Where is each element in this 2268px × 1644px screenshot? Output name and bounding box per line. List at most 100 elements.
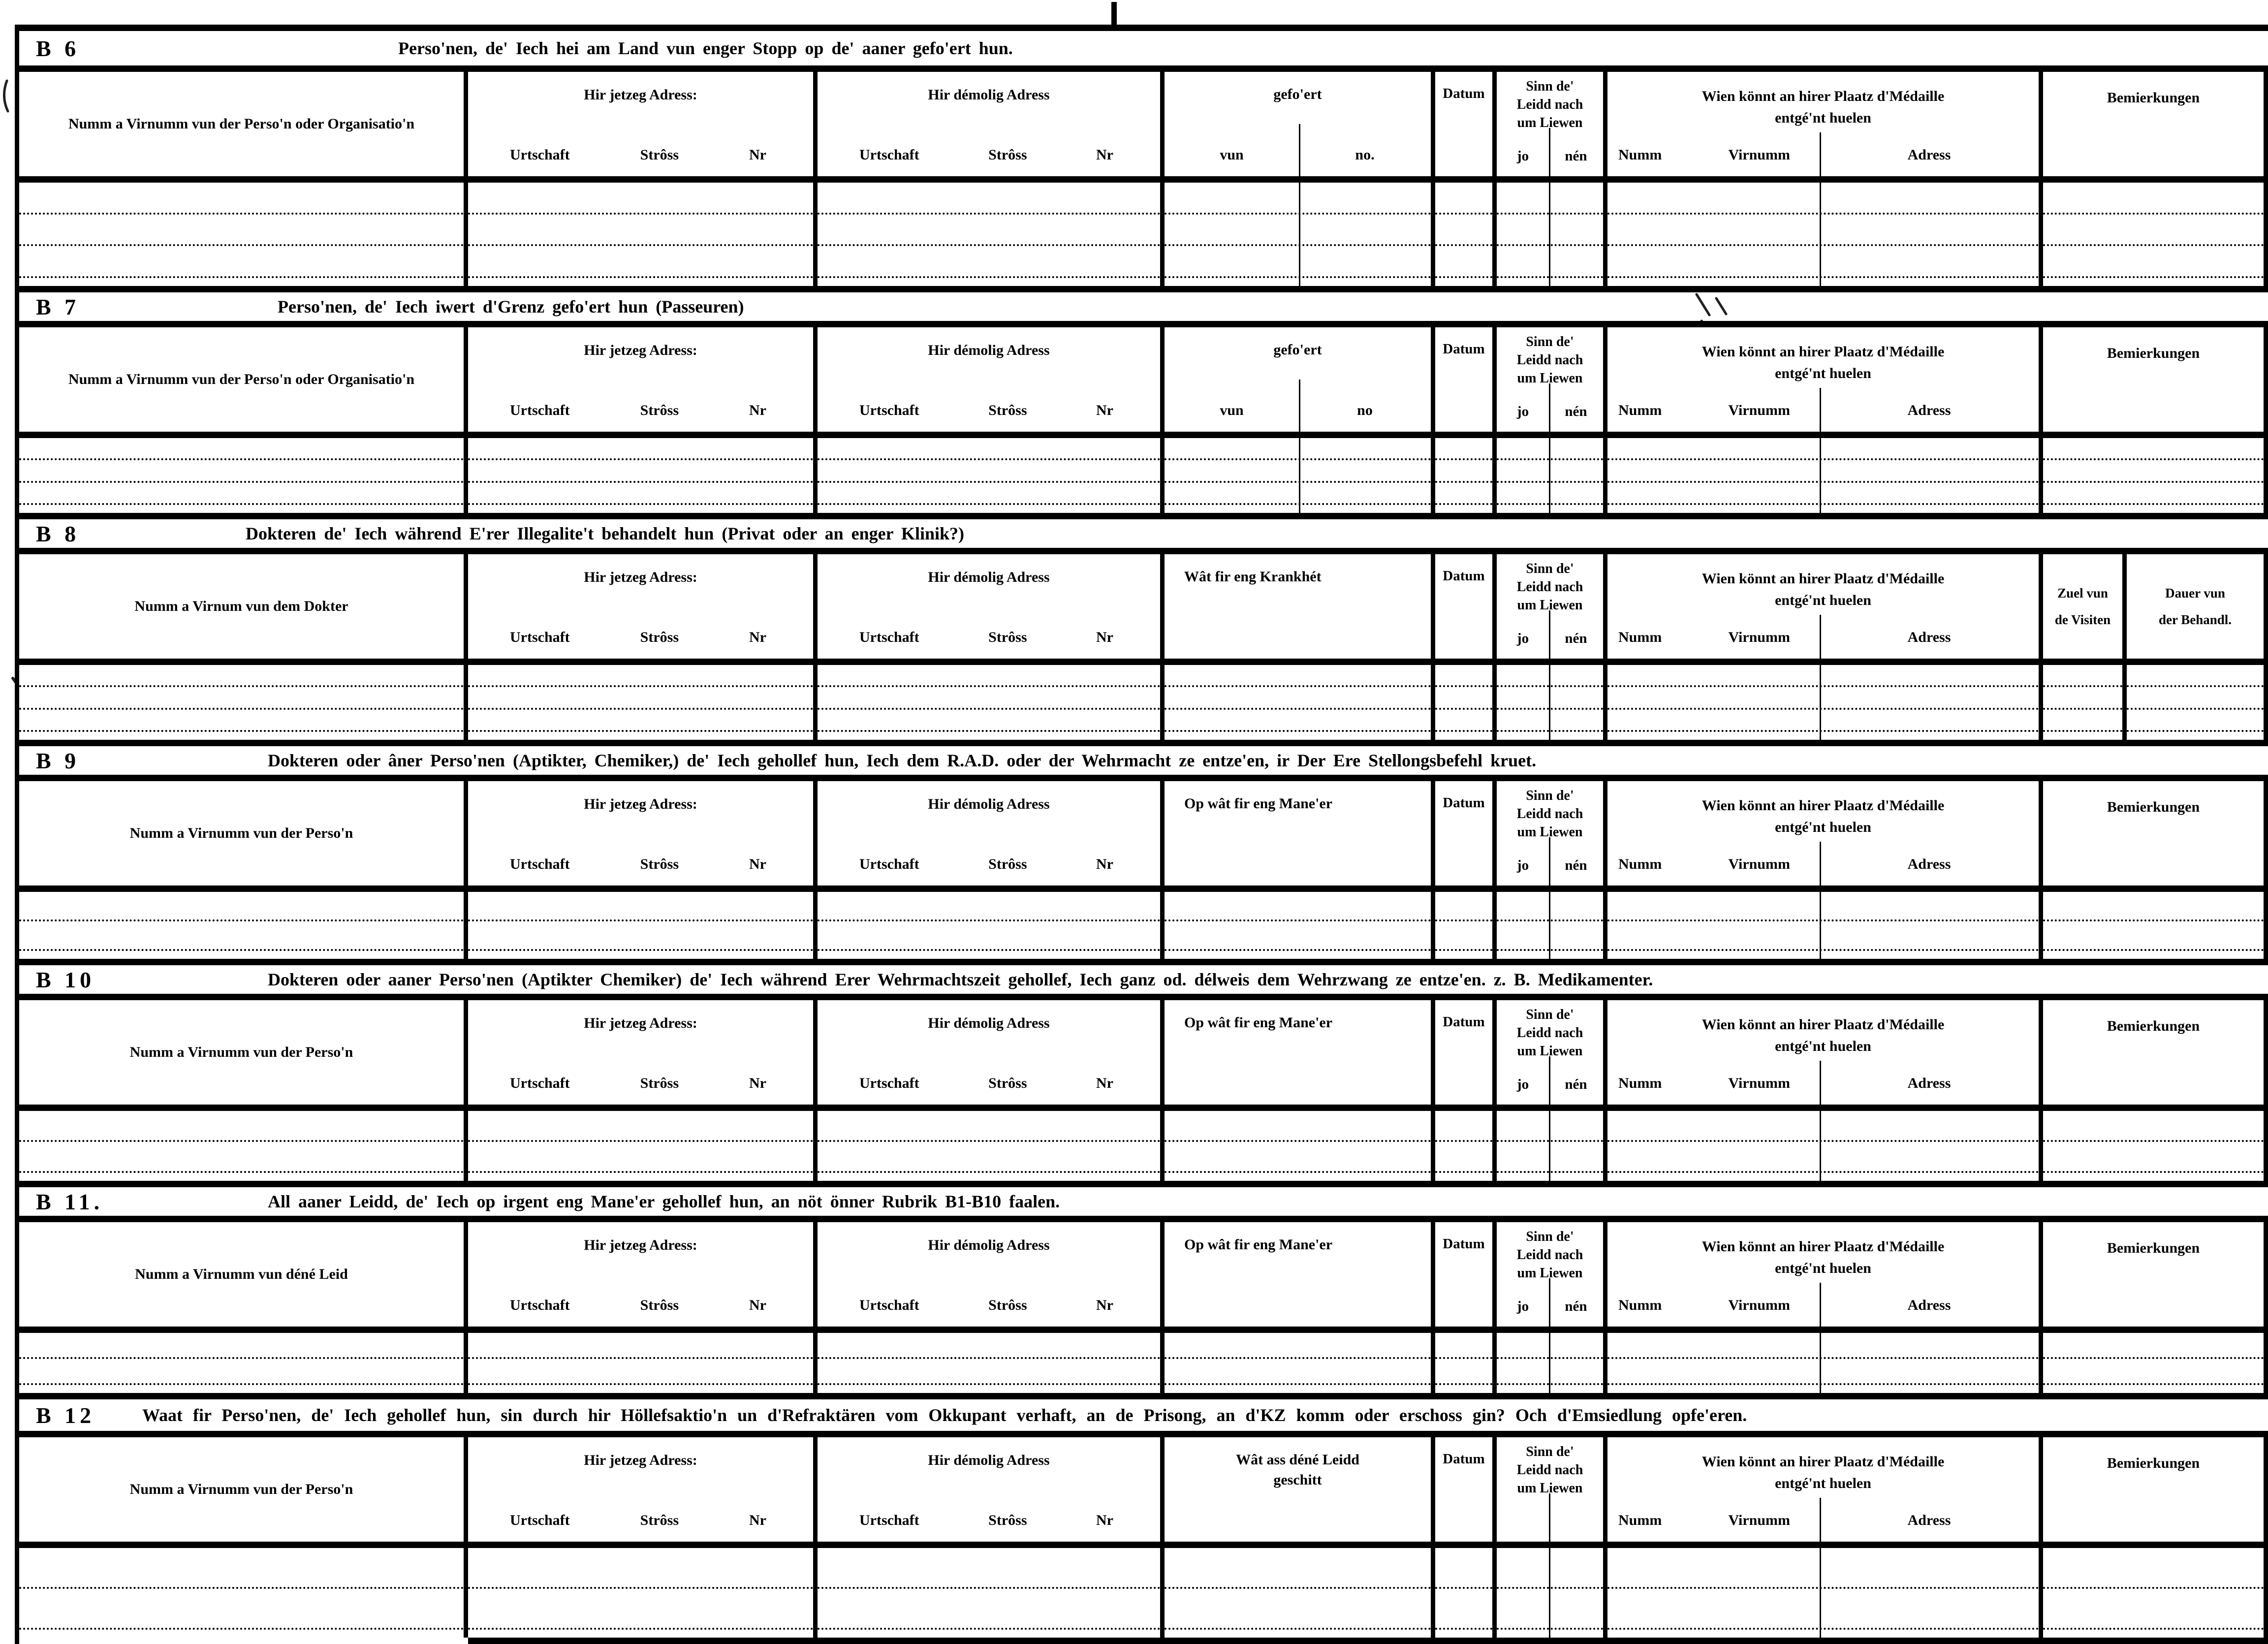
alive-label-line: um Liewen [1517,370,1583,386]
former-address-column-header: Hir démolig Adress Urtschaft Strôss Nr [818,781,1165,885]
medal-recipient-column-header: Wien könnt an hirer Plaatz d'Médaille en… [1607,1222,2043,1327]
entry-line [1435,460,1492,483]
detail-column-label: gefo'ert [1165,72,1431,105]
current-address-column-header: Hir jetzeg Adress: Urtschaft Strôss Nr [468,554,818,659]
stross-label: Strôss [640,402,679,418]
detail-column-header: Op wât fir eng Mane'er [1165,1000,1435,1105]
stross-label: Strôss [988,1297,1027,1313]
name-column-header: Numm a Virnumm vun der Perso'n [19,1000,468,1105]
visit-count-column-header: Zuel vun de Visiten [2043,554,2127,659]
adress-label: Adress [1907,147,1951,163]
entry-line [1435,710,1492,732]
jo-nen-divider [1549,1333,1550,1393]
entry-line [1607,665,2039,688]
heavy-rule [19,659,2268,665]
heavy-rule [19,1542,2268,1548]
entry-line [2043,710,2122,732]
former-address-label: Hir démolig Adress [928,1237,1050,1253]
entry-rows [19,1333,2268,1393]
entry-line [19,246,464,279]
medal-label-line: entgé'nt huelen [1775,1260,1871,1276]
section-title: Dokteren oder aaner Perso'nen (Aptikter … [268,970,1653,989]
alive-question-label: Sinn de' Leidd nach um Liewen [1497,1437,1603,1498]
entry-line [2043,665,2122,688]
heavy-rule [19,885,2268,892]
address-sublabels: Urtschaft Strôss Nr [818,629,1160,646]
section-title: Perso'nen, de' Iech iwert d'Grenz gefo'e… [278,297,744,316]
jo-nen-divider [1549,1548,1550,1638]
entry-cell-remarks [2043,1548,2264,1638]
address-sublabels: Urtschaft Strôss Nr [818,147,1160,163]
form-section: B 8 Dokteren de' Iech während E'rer Ille… [19,513,2268,740]
entry-cell-remarks [2043,438,2264,513]
medal-label-line: entgé'nt huelen [1775,109,1871,126]
jo-label: jo [1516,857,1529,873]
jo-nen-divider [1549,1278,1550,1327]
entry-cell-date [1435,665,1497,740]
jo-nen-sublabels: jo nén [1497,404,1603,420]
nr-label: Nr [749,629,766,645]
entry-cell-current-address [468,1548,818,1638]
urtschaft-label: Urtschaft [510,1297,570,1313]
medal-recipient-label: Wien könnt an hirer Plaatz d'Médaille en… [1607,781,2039,838]
entry-cell-remarks [2043,892,2264,959]
entry-cell-alive [1497,1111,1607,1181]
medal-label-line: entgé'nt huelen [1775,1475,1871,1491]
former-address-label: Hir démolig Adress [928,796,1050,812]
table-header-row: Numm a Virnumm vun der Perso'n Hir jetze… [19,1437,2268,1542]
form-section: B 6 Perso'nen, de' Iech hei am Land vun … [19,25,2268,286]
entry-line [1607,1589,2039,1630]
entry-cell-date [1435,892,1497,959]
entry-line [1165,183,1431,215]
address-sublabels: Urtschaft Strôss Nr [468,147,813,163]
entry-line [19,1548,464,1589]
numm-virnumm-group: Numm Virnumm [1607,1297,1820,1314]
table-header-row: Numm a Virnum vun dem Dokter Hir jetzeg … [19,554,2268,659]
numm-label: Numm [1618,402,1662,418]
sections-container: B 6 Perso'nen, de' Iech hei am Land vun … [19,25,2268,1638]
section-code: B 6 [36,35,80,61]
adress-label: Adress [1907,1297,1951,1313]
entry-line [818,665,1160,688]
entry-rows [19,183,2268,286]
virnumm-adress-divider [1820,1497,1821,1542]
heavy-rule [19,1216,2268,1222]
entry-line [1607,921,2039,951]
entry-cell-current-address [468,892,818,959]
entry-line [19,483,464,505]
alive-label-line: Sinn de' [1526,79,1574,94]
entry-line [1165,1548,1431,1589]
urtschaft-label: Urtschaft [510,147,570,163]
entry-cell-remarks [2043,183,2264,286]
numm-label: Numm [1618,147,1662,163]
alive-question-label: Sinn de' Leidd nach um Liewen [1497,781,1603,842]
datum-label: Datum [1443,341,1485,357]
remarks-column-header: Bemierkungen [2043,1000,2264,1105]
entry-line [2127,710,2264,732]
name-column-label: Numm a Virnumm vun der Perso'n oder Orga… [68,371,415,387]
detail-label-line: Op wât fir eng Mane'er [1184,1236,1333,1253]
name-column-label: Numm a Virnumm vun der Perso'n [129,1044,353,1060]
former-address-column-header: Hir démolig Adress Urtschaft Strôss Nr [818,327,1165,432]
page-fold-mark [1111,2,1117,25]
name-column-header: Numm a Virnum vun dem Dokter [19,554,468,659]
entry-cell-current-address [468,183,818,286]
nr-label: Nr [749,147,766,163]
entry-line [1165,246,1431,279]
stross-label: Strôss [640,1297,679,1313]
current-address-label: Hir jetzeg Adress: [584,342,697,358]
entry-line [1607,1142,2039,1173]
remarks-column-header: Bemierkungen [2043,1222,2264,1327]
date-column-header: Datum [1435,1222,1497,1327]
former-address-label: Hir démolig Adress [928,1452,1050,1468]
detail-label-line: gefo'ert [1273,86,1322,102]
alive-label-line: um Liewen [1517,115,1583,130]
vun-no-sublabels: vun no [1165,402,1431,419]
nr-label: Nr [749,1075,766,1091]
urtschaft-label: Urtschaft [859,1512,919,1528]
date-column-header: Datum [1435,327,1497,432]
remarks-column-header: Bemierkungen [2043,781,2264,885]
entry-line [468,892,813,921]
nen-label: nén [1565,148,1587,164]
entry-cell-medal-recipient [1607,1548,2043,1638]
